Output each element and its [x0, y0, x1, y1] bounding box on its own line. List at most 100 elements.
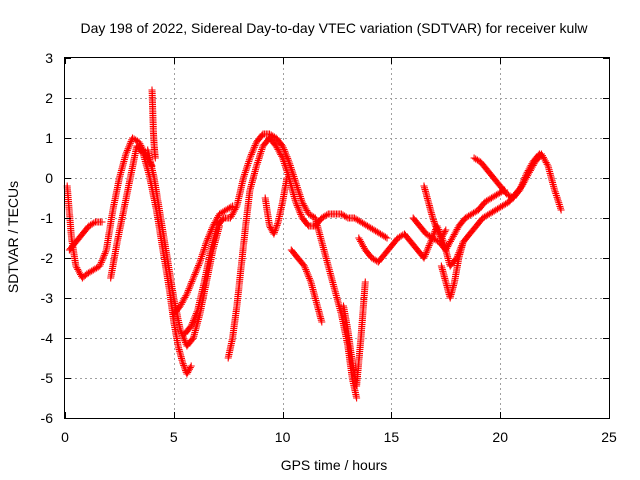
- series-satellite-track-8: [224, 134, 391, 362]
- data-point: [253, 162, 260, 170]
- data-point: [296, 191, 304, 199]
- data-point: [200, 247, 207, 255]
- series-satellite-track-4: [148, 86, 159, 162]
- data-point: [199, 249, 207, 257]
- data-point: [180, 361, 188, 369]
- series-satellite-track-7: [181, 130, 319, 338]
- data-point: [353, 394, 361, 402]
- data-point: [293, 202, 301, 210]
- y-tick-label: -6: [41, 410, 54, 426]
- data-point: [274, 220, 282, 228]
- data-point: [283, 174, 291, 182]
- series-satellite-track-1: [63, 134, 156, 282]
- series-satellite-track-14: [409, 186, 509, 254]
- y-axis-label: SDTVAR / TECUs: [5, 181, 21, 293]
- data-point: [198, 253, 206, 260]
- data-point: [151, 154, 159, 162]
- data-point: [554, 197, 562, 205]
- plot-border: [64, 57, 610, 419]
- series-satellite-track-16: [437, 238, 467, 302]
- data-point: [342, 213, 350, 221]
- data-point: [243, 163, 251, 171]
- data-point: [198, 251, 206, 259]
- data-point: [194, 263, 202, 271]
- data-point: [295, 187, 303, 195]
- data-point: [430, 217, 438, 225]
- series-satellite-track-17: [420, 182, 450, 242]
- data-point: [191, 270, 199, 278]
- data-point: [520, 175, 528, 183]
- data-point: [123, 146, 131, 154]
- data-point: [186, 364, 194, 372]
- series-satellite-track-10: [287, 246, 326, 326]
- data-point: [424, 243, 432, 251]
- data-point: [551, 186, 559, 194]
- x-tick-label: 25: [601, 429, 617, 445]
- data-point: [256, 151, 264, 159]
- data-point: [98, 218, 106, 226]
- series-satellite-track-6: [170, 202, 237, 318]
- data-point: [543, 160, 551, 168]
- data-point: [302, 266, 310, 274]
- data-point: [227, 203, 235, 211]
- data-point: [183, 370, 191, 378]
- data-point: [517, 182, 525, 190]
- y-tick-label: -4: [41, 330, 54, 346]
- data-point: [186, 365, 193, 373]
- data-point: [551, 188, 559, 196]
- data-point: [361, 278, 369, 286]
- data-point: [126, 139, 134, 147]
- data-point: [273, 221, 281, 229]
- data-point: [179, 358, 186, 366]
- data-point: [557, 206, 565, 214]
- series-satellite-track-2: [65, 218, 106, 254]
- data-point: [187, 362, 195, 370]
- data-point: [534, 151, 542, 159]
- data-point: [187, 279, 195, 287]
- chart-title: Day 198 of 2022, Sidereal Day-to-day VTE…: [80, 20, 588, 36]
- data-point: [247, 150, 255, 158]
- data-point: [271, 227, 279, 235]
- x-tick-label: 10: [275, 429, 291, 445]
- x-tick-label: 0: [61, 429, 69, 445]
- x-axis-label: GPS time / hours: [281, 457, 388, 473]
- data-point: [280, 146, 288, 154]
- data-point: [553, 193, 561, 201]
- data-point: [295, 189, 303, 197]
- data-point: [381, 233, 389, 241]
- data-point: [200, 245, 208, 253]
- data-point: [305, 273, 313, 281]
- y-tick-label: 1: [45, 130, 53, 146]
- data-point: [90, 219, 98, 227]
- x-tick-label: 5: [170, 429, 178, 445]
- data-point: [432, 223, 440, 231]
- data-point: [429, 214, 437, 222]
- data-point: [441, 228, 449, 236]
- data-point: [440, 229, 448, 237]
- data-point: [232, 204, 240, 212]
- data-point: [422, 250, 429, 258]
- data-point: [433, 224, 440, 232]
- data-point: [100, 251, 108, 259]
- data-point: [242, 167, 250, 175]
- y-tick-label: -3: [41, 290, 54, 306]
- grid-lines: [65, 58, 609, 418]
- series-satellite-track-9: [261, 174, 291, 238]
- y-tick-label: 2: [45, 90, 53, 106]
- data-point: [182, 292, 190, 300]
- data-point: [270, 230, 278, 238]
- series-satellite-track-15: [470, 150, 543, 202]
- y-tick-label: -1: [41, 210, 54, 226]
- y-tick-label: 3: [45, 50, 53, 66]
- data-point: [535, 150, 543, 158]
- data-points: [63, 86, 565, 402]
- data-point: [431, 221, 439, 229]
- data-point: [272, 223, 280, 231]
- data-point: [244, 161, 252, 169]
- series-satellite-track-12: [340, 278, 369, 390]
- data-point: [433, 226, 441, 234]
- y-tick-label: -5: [41, 370, 54, 386]
- data-point: [138, 149, 146, 157]
- data-point: [184, 286, 192, 294]
- data-point: [253, 160, 261, 168]
